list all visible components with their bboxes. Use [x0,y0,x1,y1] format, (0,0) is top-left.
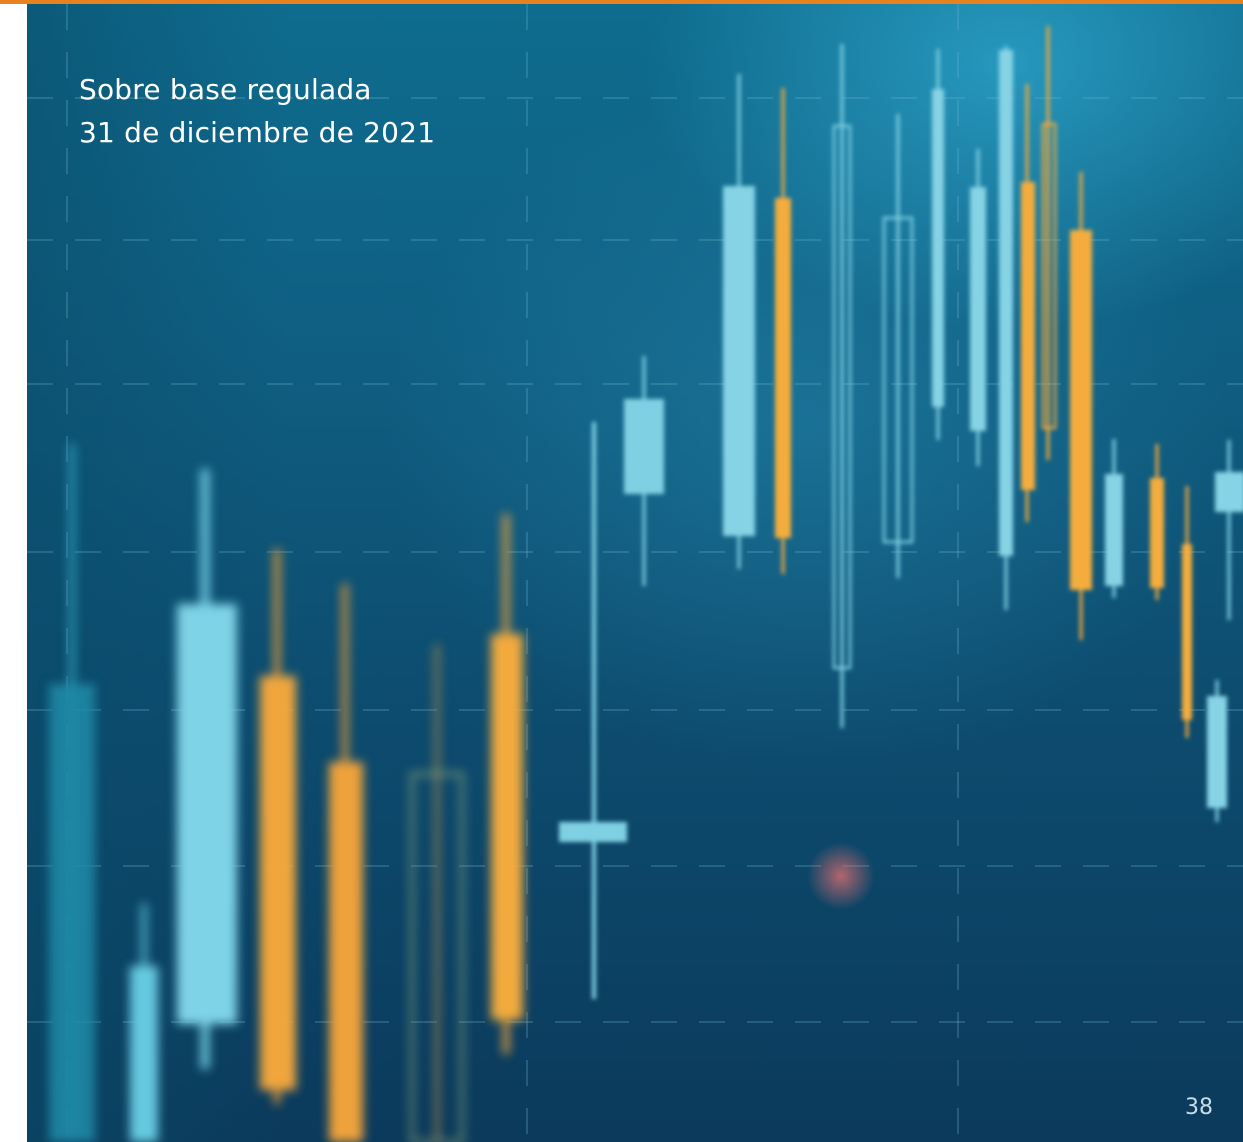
cover-title: Sobre base regulada 31 de diciembre de 2… [79,68,435,154]
sharp-candles [559,26,1243,999]
blurred-candles [49,444,523,1142]
page-number: 38 [1185,1095,1213,1120]
cover-image: Sobre base regulada 31 de diciembre de 2… [27,4,1243,1142]
cover-title-line1: Sobre base regulada [79,73,372,106]
cover-title-line2: 31 de diciembre de 2021 [79,116,436,149]
accent-bar [0,0,1243,4]
candlestick-chart-background [27,4,1243,1142]
